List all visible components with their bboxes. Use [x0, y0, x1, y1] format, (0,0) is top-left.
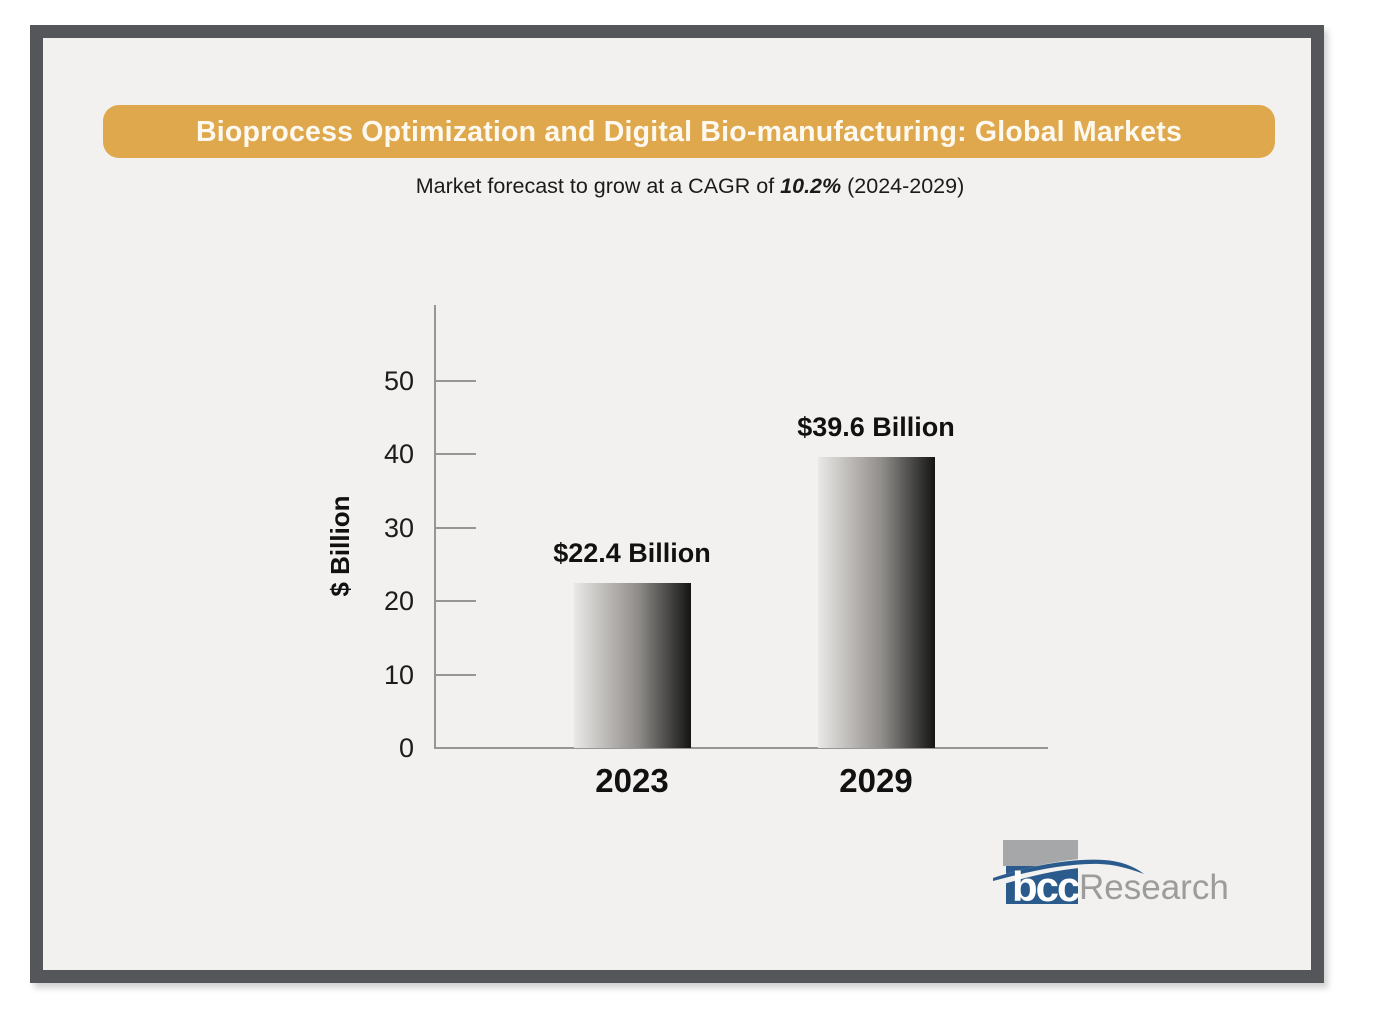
y-tick-label: 40	[383, 439, 414, 469]
y-tick-label: 0	[398, 733, 414, 763]
logo-research-text: Research	[1079, 868, 1228, 907]
x-tick-label: 2023	[595, 762, 669, 799]
bar-chart-plot: $ Billion 0 10 20 30 40 50 $22.4 Billion 2023 $3…	[43, 38, 1337, 996]
y-tick-label: 10	[383, 659, 414, 690]
logo-bcc-text: bcc	[1012, 863, 1080, 910]
chart-frame: Bioprocess Optimization and Digital Bio-…	[30, 25, 1324, 983]
bcc-research-logo: bcc Research	[988, 840, 1228, 910]
title-banner: Bioprocess Optimization and Digital Bio-…	[103, 105, 1275, 158]
y-axis-line	[434, 305, 436, 749]
y-tick-label: 30	[383, 512, 414, 543]
chart-title: Bioprocess Optimization and Digital Bio-…	[195, 116, 1183, 148]
y-tick-label: 50	[383, 365, 414, 396]
bar-value-label: $22.4 Billion	[553, 538, 711, 569]
y-tick-mark	[436, 453, 476, 455]
x-axis-line	[434, 747, 1048, 749]
subtitle-prefix: Market forecast to grow at a CAGR of	[415, 174, 781, 198]
y-tick-label: 20	[383, 586, 414, 616]
y-tick-mark	[436, 526, 476, 529]
bar-2029	[817, 456, 935, 748]
bar-2023	[573, 583, 691, 748]
y-tick-mark	[436, 600, 476, 602]
x-tick-label: 2029	[839, 762, 913, 799]
chart-subtitle: Market forecast to grow at a CAGR of 10.…	[43, 174, 1337, 199]
subtitle-cagr-value: 10.2%	[780, 174, 842, 198]
y-axis-title: $ Billion	[325, 495, 355, 597]
bar-value-label: $39.6 Billion	[797, 411, 955, 442]
y-tick-mark	[436, 673, 476, 676]
subtitle-suffix: (2024-2029)	[841, 174, 965, 198]
y-tick-mark	[436, 379, 476, 382]
logo-swoosh-icon	[993, 859, 1144, 881]
